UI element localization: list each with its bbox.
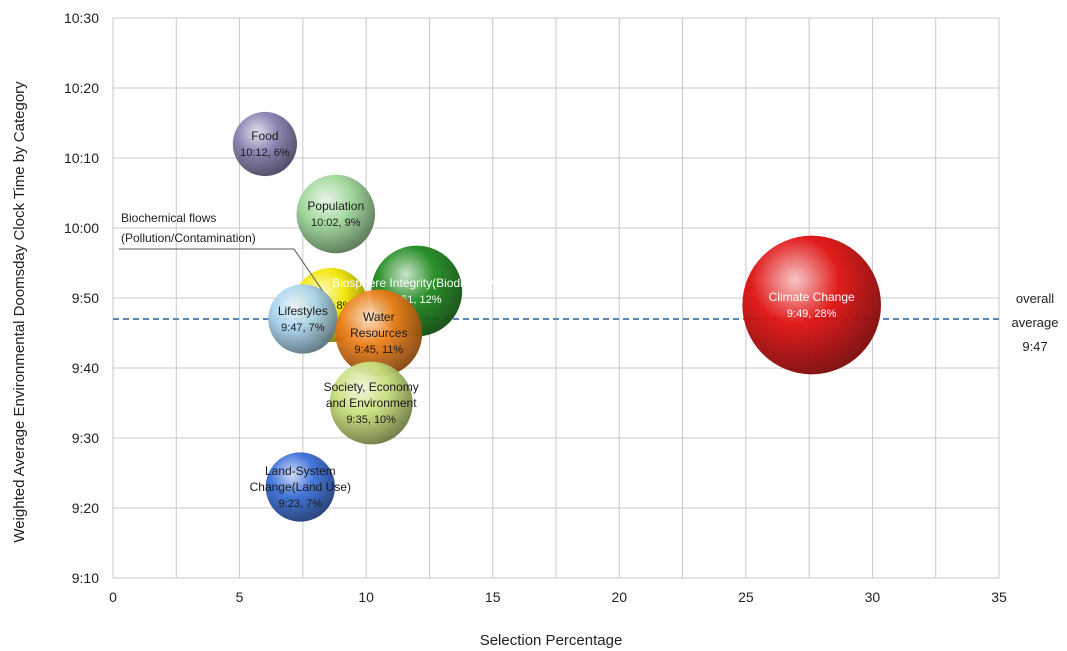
y-tick-label: 10:20 — [64, 80, 99, 96]
bubble-label: Food — [251, 129, 278, 143]
bubble-value-label: 9:47, 7% — [281, 322, 325, 334]
annotation-leader-line — [119, 248, 324, 292]
bubble-label: Climate Change — [769, 290, 855, 304]
y-tick-label: 9:50 — [72, 290, 99, 306]
bubble-value-label: 10:12, 6% — [240, 147, 290, 159]
y-axis-title: Weighted Average Environmental Doomsday … — [11, 81, 28, 543]
y-tick-label: 10:10 — [64, 150, 99, 166]
y-tick-label: 9:20 — [72, 500, 99, 516]
bubble-value-label: 10:02, 9% — [311, 217, 361, 229]
bubble: Population 10:02, 9% — [296, 174, 376, 254]
bubble: Land-System Change(Land Use) 9:23, 7% — [250, 452, 351, 522]
y-tick-label: 9:40 — [72, 360, 99, 376]
x-tick-label: 5 — [236, 589, 244, 605]
bubble-value-label: 9:49, 28% — [787, 308, 837, 320]
bubble-circle — [742, 235, 881, 375]
bubble: Water Resources 9:45, 11% — [335, 289, 423, 377]
x-tick-label: 20 — [611, 589, 627, 605]
bubble-label: Change(Land Use) — [250, 480, 351, 494]
average-label: 9:47 — [1022, 339, 1047, 354]
annotation-text: Biochemical flows — [121, 211, 216, 225]
average-label: overall — [1016, 291, 1054, 306]
bubble-value-label: 9:23, 7% — [279, 498, 323, 510]
bubble-label: Water — [363, 310, 395, 324]
bubble: Climate Change 9:49, 28% — [742, 235, 881, 375]
biochemical-flows-annotation: Biochemical flows (Pollution/Contaminatio… — [119, 211, 324, 292]
y-tick-label: 10:30 — [64, 10, 99, 26]
bubble-circle — [232, 111, 297, 177]
y-axis-ticks: 9:10 9:20 9:30 9:40 9:50 10:00 10:10 10:20 10:30 — [64, 10, 99, 586]
x-tick-label: 25 — [738, 589, 754, 605]
y-tick-label: 10:00 — [64, 220, 99, 236]
bubble: Society, Economy and Environment 9:35, 10% — [324, 361, 419, 445]
bubble-label: Land-System — [265, 464, 336, 478]
x-axis-title: Selection Percentage — [480, 632, 623, 649]
x-tick-label: 30 — [865, 589, 881, 605]
x-axis-ticks: 0 5 10 15 20 25 30 35 — [109, 589, 1007, 605]
bubble-circle — [296, 174, 376, 254]
bubble: Food 10:12, 6% — [232, 111, 297, 177]
x-tick-label: 10 — [358, 589, 374, 605]
overall-average-line: overall average 9:47 — [113, 291, 1058, 354]
y-tick-label: 9:30 — [72, 430, 99, 446]
average-label: average — [1012, 315, 1059, 330]
x-tick-label: 15 — [485, 589, 501, 605]
bubble-value-label: 9:45, 11% — [354, 344, 403, 356]
x-tick-label: 35 — [991, 589, 1007, 605]
bubble-circle — [329, 361, 413, 445]
bubble-label: Population — [307, 199, 364, 213]
bubble-circle — [268, 284, 338, 354]
bubble-circle — [265, 452, 335, 522]
bubble-label: Society, Economy — [324, 380, 419, 394]
x-tick-label: 0 — [109, 589, 117, 605]
annotation-text: (Pollution/Contamination) — [121, 231, 256, 245]
y-tick-label: 9:10 — [72, 570, 99, 586]
bubble-label: Biosphere Integrity(Biodiversity) — [332, 276, 501, 290]
bubble-label: Lifestyles — [278, 304, 328, 318]
bubble-label: Resources — [350, 326, 407, 340]
bubble-label: and Environment — [326, 396, 417, 410]
bubble-value-label: 9:35, 10% — [346, 414, 396, 426]
bubble: Lifestyles 9:47, 7% — [268, 284, 338, 354]
bubble-circle — [335, 289, 423, 377]
